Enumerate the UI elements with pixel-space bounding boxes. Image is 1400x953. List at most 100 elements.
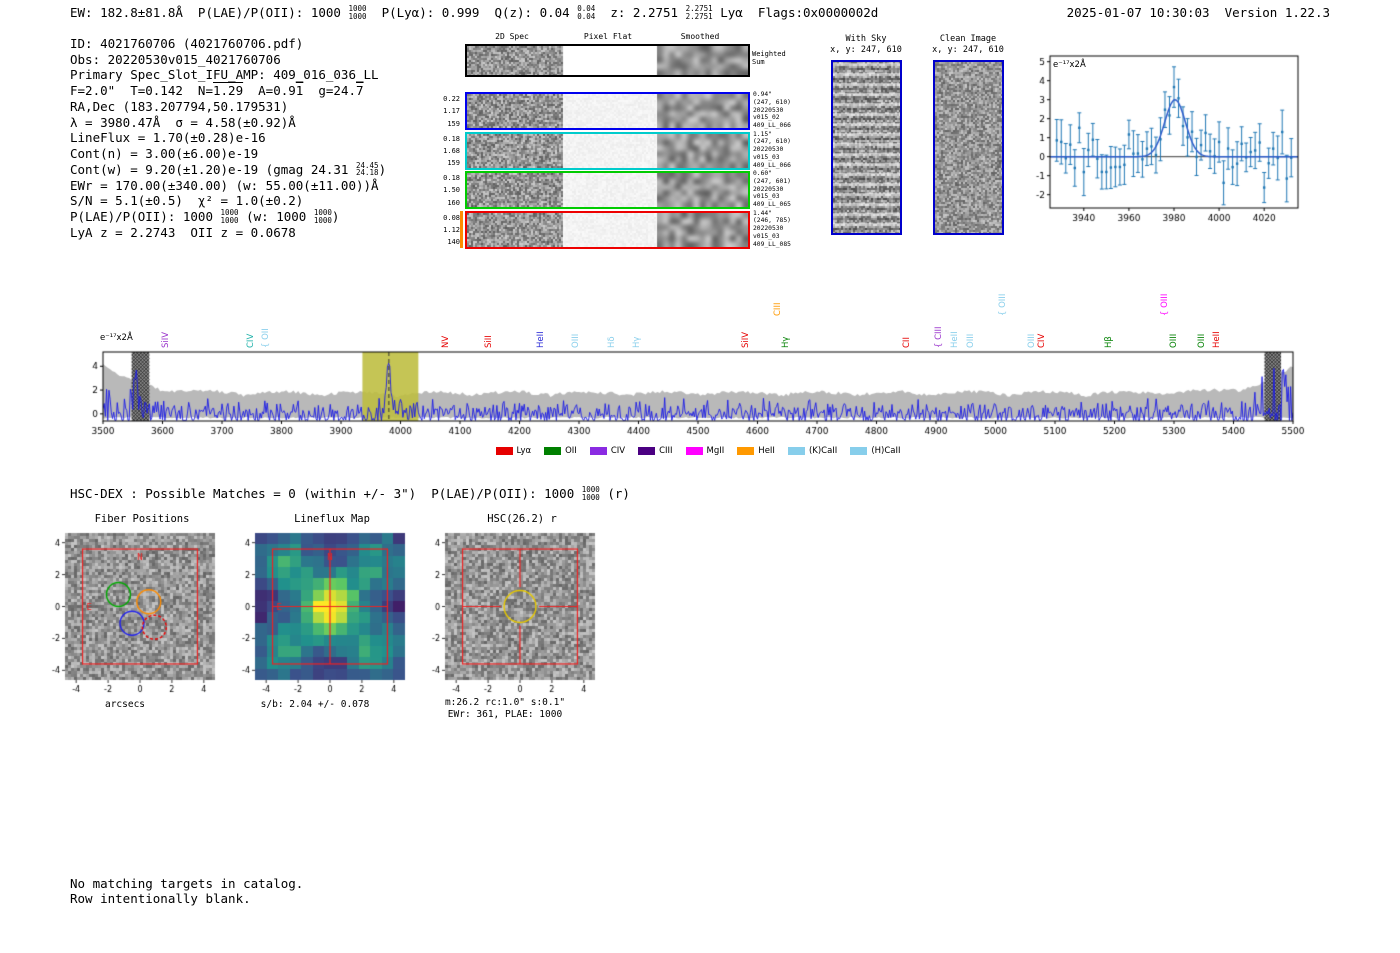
- text-run: λ = 3980.47Å σ = 4.58(±0.92)Å: [70, 114, 296, 130]
- fiber-weight-value: 1.50: [443, 186, 460, 195]
- weighted-sum-label: Weighted Sum: [752, 50, 786, 66]
- emission-line-label: { OIII: [1160, 293, 1171, 316]
- text-run: Primary Spec_Slot_IFU_AMP: 409_016_036_L…: [70, 67, 379, 83]
- spec2d-row-annotations: 0.60" (247, 601) 20220530 v015_03 409_LL_065: [753, 170, 791, 209]
- main-spectrum-canvas: [88, 342, 1308, 464]
- info-line: Cont(w) = 9.20(±1.20)e-19 (gmag 24.31 24…: [70, 162, 386, 178]
- emission-line-label: CII: [902, 337, 913, 348]
- spec2d-row: [465, 131, 750, 170]
- fraction-top: 1000: [581, 485, 600, 494]
- info-line: ID: 4021760706 (4021760706.pdf): [70, 36, 386, 52]
- legend-label: CIV: [610, 446, 626, 456]
- fiber-annotation-line: v015_03: [753, 153, 780, 161]
- info-line: Primary Spec_Slot_IFU_AMP: 409_016_036_L…: [70, 67, 386, 83]
- legend-item: (H)CaII: [850, 446, 901, 456]
- spec2d-row: [465, 92, 750, 130]
- text-run: EW: 182.8±81.8Å P(LAE)/P(OII): 1000: [70, 5, 349, 20]
- stacked-fraction: 1000 1000: [582, 486, 600, 501]
- emission-line-label: CIV: [245, 333, 256, 348]
- info-line: S/N = 5.1(±0.5) χ² = 1.0(±0.2): [70, 193, 386, 209]
- fiber-annotation-line: 0.94": [753, 91, 772, 98]
- spec2d-row-left-labels: 0.18 1.50 160: [430, 172, 460, 209]
- text-run: A=0.9: [243, 83, 296, 99]
- legend-swatch: [495, 447, 513, 455]
- with-sky-canvas: [833, 62, 900, 233]
- emission-line-label: OIII: [1196, 333, 1207, 348]
- text-run: 7: [356, 83, 364, 99]
- cutout-lineflux-map-canvas: [220, 525, 410, 710]
- fiber-weight-value: 140: [447, 238, 460, 247]
- spec2d-row: [465, 171, 750, 209]
- cutout-fiber-positions-title: Fiber Positions: [94, 513, 190, 525]
- fraction-top: 1000: [220, 208, 239, 218]
- with-sky-title: With Sky: [845, 34, 887, 44]
- cutout-lineflux-map-title: Lineflux Map: [294, 513, 370, 525]
- clean-image-coords: x, y: 247, 610: [932, 45, 1004, 55]
- fiber-weight-value: 159: [447, 159, 460, 168]
- text-run: ): [378, 161, 387, 177]
- spec2d-column-title-2dspec: 2D Spec: [495, 32, 529, 41]
- fiber-annotation-line: 20220530: [753, 106, 784, 114]
- fiber-annotation-line: (247, 610): [753, 98, 791, 106]
- spec2d-row-left-labels: 0.18 1.68 159: [430, 133, 460, 170]
- fiber-weight-value: 160: [447, 198, 460, 207]
- spectrum-legend: Lyα OII CIV CIII MgII HeII (K)CaII (H)CaII: [88, 446, 1308, 456]
- fraction-bottom: 1000: [313, 215, 332, 225]
- spec2d-row-annotations: 1.15" (247, 610) 20220530 v015_03 409_LL_066: [753, 131, 791, 170]
- fiber-weight-value: 0.18: [443, 174, 460, 182]
- cutout-fiber-positions-xlabel: arcsecs: [104, 699, 146, 710]
- fiber-annotation-line: 20220530: [753, 225, 784, 233]
- legend-swatch: [685, 447, 703, 455]
- clean-image-title: Clean Image: [939, 34, 997, 44]
- spec2d-row-canvas: [467, 94, 748, 128]
- with-sky-coords: x, y: 247, 610: [830, 45, 902, 55]
- fiber-annotation-line: v015_03: [753, 232, 780, 240]
- with-sky-panel: [831, 60, 902, 235]
- object-info-block: ID: 4021760706 (4021760706.pdf) Obs: 2022…: [70, 36, 386, 241]
- emission-line-label: CIII: [772, 302, 783, 316]
- emission-line-label: Hδ: [606, 336, 617, 348]
- emission-line-label: CIV: [1036, 333, 1047, 348]
- legend-label: HeII: [758, 446, 775, 456]
- info-line: LineFlux = 1.70(±0.28)e-16: [70, 130, 386, 146]
- text-run: Cont(n) = 3.00(±6.00)e-19: [70, 145, 259, 161]
- fiber-annotation-line: 0.60": [753, 170, 772, 177]
- legend-swatch: [638, 447, 656, 455]
- info-line: F=2.0" T=0.142 N=1.29 A=0.91 g=24.7: [70, 83, 386, 99]
- spec2d-row-canvas: [467, 133, 748, 168]
- fiber-annotation-line: 1.15": [753, 130, 772, 138]
- hsc-match-line: HSC-DEX : Possible Matches = 0 (within +…: [70, 486, 630, 502]
- fiber-weight-value: 0.08: [443, 213, 460, 222]
- emission-line-label: Hβ: [1103, 336, 1114, 348]
- fraction-bottom: 2.2751: [685, 11, 713, 21]
- legend-item: OII: [544, 446, 577, 456]
- cutout-hsc-xlabel2: EWr: 361, PLAE: 1000: [447, 709, 563, 720]
- text-run: P(LAE)/P(OII): 1000: [70, 209, 221, 225]
- info-line: Obs: 20220530v015_4021760706: [70, 52, 386, 68]
- fraction-top: 24.45: [355, 160, 379, 170]
- text-run: g=24.: [303, 83, 357, 99]
- emission-line-label: Hγ: [632, 336, 643, 348]
- text-run: Cont(w) = 9.20(±1.20)e-19 (gmag 24.31: [70, 161, 356, 177]
- info-line: RA,Dec (183.207794,50.179531): [70, 99, 386, 115]
- zoom-plot-canvas: [1025, 48, 1325, 233]
- cutout-lineflux-map-xlabel: s/b: 2.04 +/- 0.078: [260, 699, 370, 710]
- emission-line-label: OIII: [1027, 333, 1038, 348]
- text-run: P(Lyα): 0.999 Q(z): 0.04: [366, 5, 578, 20]
- legend-item: (K)CaII: [787, 446, 837, 456]
- fraction-top: 2.2751: [685, 4, 713, 13]
- stacked-fraction: 2.2751 2.2751: [686, 5, 713, 20]
- fiber-annotation-line: (246, 785): [753, 217, 791, 225]
- cutout-hsc-xlabel: m:26.2 rc:1.0" s:0.1": [444, 697, 566, 708]
- legend-swatch: [850, 447, 868, 455]
- text-run: Obs: 20220530v015_4021760706: [70, 51, 281, 67]
- text-run: 1: [295, 83, 304, 99]
- legend-item: CIII: [638, 446, 673, 456]
- cutout-fiber-positions-canvas: [30, 525, 220, 710]
- spec2d-row-canvas: [467, 173, 748, 207]
- text-run: ): [331, 209, 340, 225]
- legend-item: MgII: [685, 446, 724, 456]
- text-run: Lyα Flags:0x0000002d: [712, 5, 879, 20]
- fiber-annotation-line: v015_02: [753, 114, 780, 122]
